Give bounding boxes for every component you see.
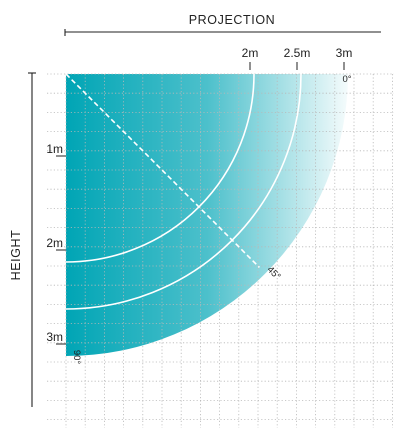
- angle-45-line: [65, 73, 260, 268]
- projection-axis-title: PROJECTION: [189, 13, 276, 27]
- projection-tick-2m: 2m: [242, 46, 259, 60]
- projection-tick-2-5m: 2.5m: [284, 46, 311, 60]
- angle-label-90: 90°: [71, 350, 82, 365]
- height-tick-2m: 2m: [46, 236, 63, 250]
- height-tick-1m: 1m: [46, 142, 63, 156]
- projection-tick-3m: 3m: [336, 46, 353, 60]
- height-axis-title: HEIGHT: [9, 230, 23, 281]
- angle-label-0: 0°: [342, 74, 351, 85]
- height-tick-3m: 3m: [46, 330, 63, 344]
